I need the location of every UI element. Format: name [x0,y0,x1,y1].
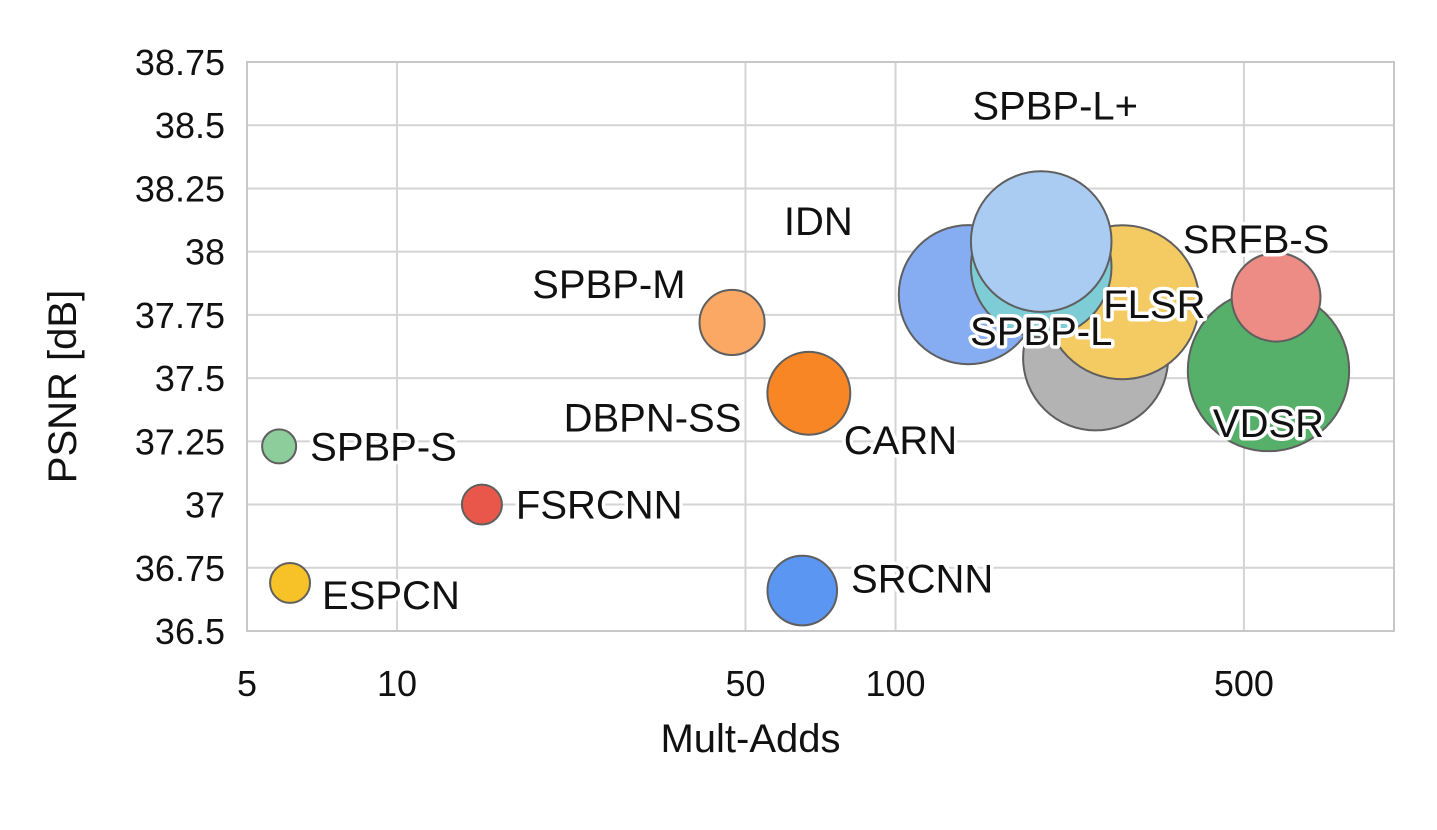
bubble-label: SRCNN [851,558,993,602]
bubble-espcn [269,561,312,604]
x-tick-label: 50 [725,663,765,704]
y-tick-label: 38 [185,232,225,273]
bubble-labels: SPBP-S ESPCN FSRCNN SPBP-M DBPN-SS SRCNN VDSR C… [307,81,1333,622]
y-tick-label: 36.5 [155,611,225,652]
y-tick-label: 36.75 [135,548,225,589]
bubble-fsrcnn [460,483,503,526]
y-axis-title: PSNR [dB] [41,290,85,483]
y-tick-label: 37.25 [135,421,225,462]
x-tick-label: 500 [1214,663,1274,704]
bubble-label: ESPCN [322,574,460,618]
y-tick-label: 37.75 [135,295,225,336]
bubble-spbp-m [698,288,766,357]
plot-frame [246,61,1395,632]
y-tick-label: 38.25 [135,168,225,209]
bubble-label: VDSR [1213,402,1324,446]
bubble-srcnn [766,554,839,627]
bubble-label: SRFB-S [1183,218,1330,262]
x-tick-label: 100 [865,663,925,704]
bubble-spbp-s [261,428,298,465]
bubbles [261,170,1351,627]
y-tick-label: 38.5 [155,105,225,146]
x-tick-labels: 5 10 50 100 500 [237,663,1274,704]
bubble-label: FSRCNN [516,484,683,528]
y-tick-labels: 36.5 36.75 37 37.25 37.5 37.75 38 38.25 38.5 38.7… [135,42,225,652]
bubble-label: FLSR [1103,283,1205,327]
x-tick-label: 10 [377,663,417,704]
y-tick-label: 37 [185,485,225,526]
bubble-label: DBPN-SS [564,396,742,440]
y-tick-label: 38.75 [135,42,225,83]
y-tick-label: 37.5 [155,358,225,399]
bubble-label: SPBP-M [532,263,685,307]
bubble-srfb-s [1230,251,1322,343]
bubble-label: CARN [844,419,957,463]
bubble-label: SPBP-L+ [972,84,1138,128]
bubble-label: IDN [784,200,853,244]
bubble-label: SPBP-S [310,425,457,469]
bubble-dbpn-ss [766,350,852,436]
bubble-spbp-l- [969,170,1113,313]
bubble-label: SPBP-L [970,310,1112,354]
x-tick-label: 5 [237,663,257,704]
x-axis-title: Mult-Adds [660,717,840,761]
